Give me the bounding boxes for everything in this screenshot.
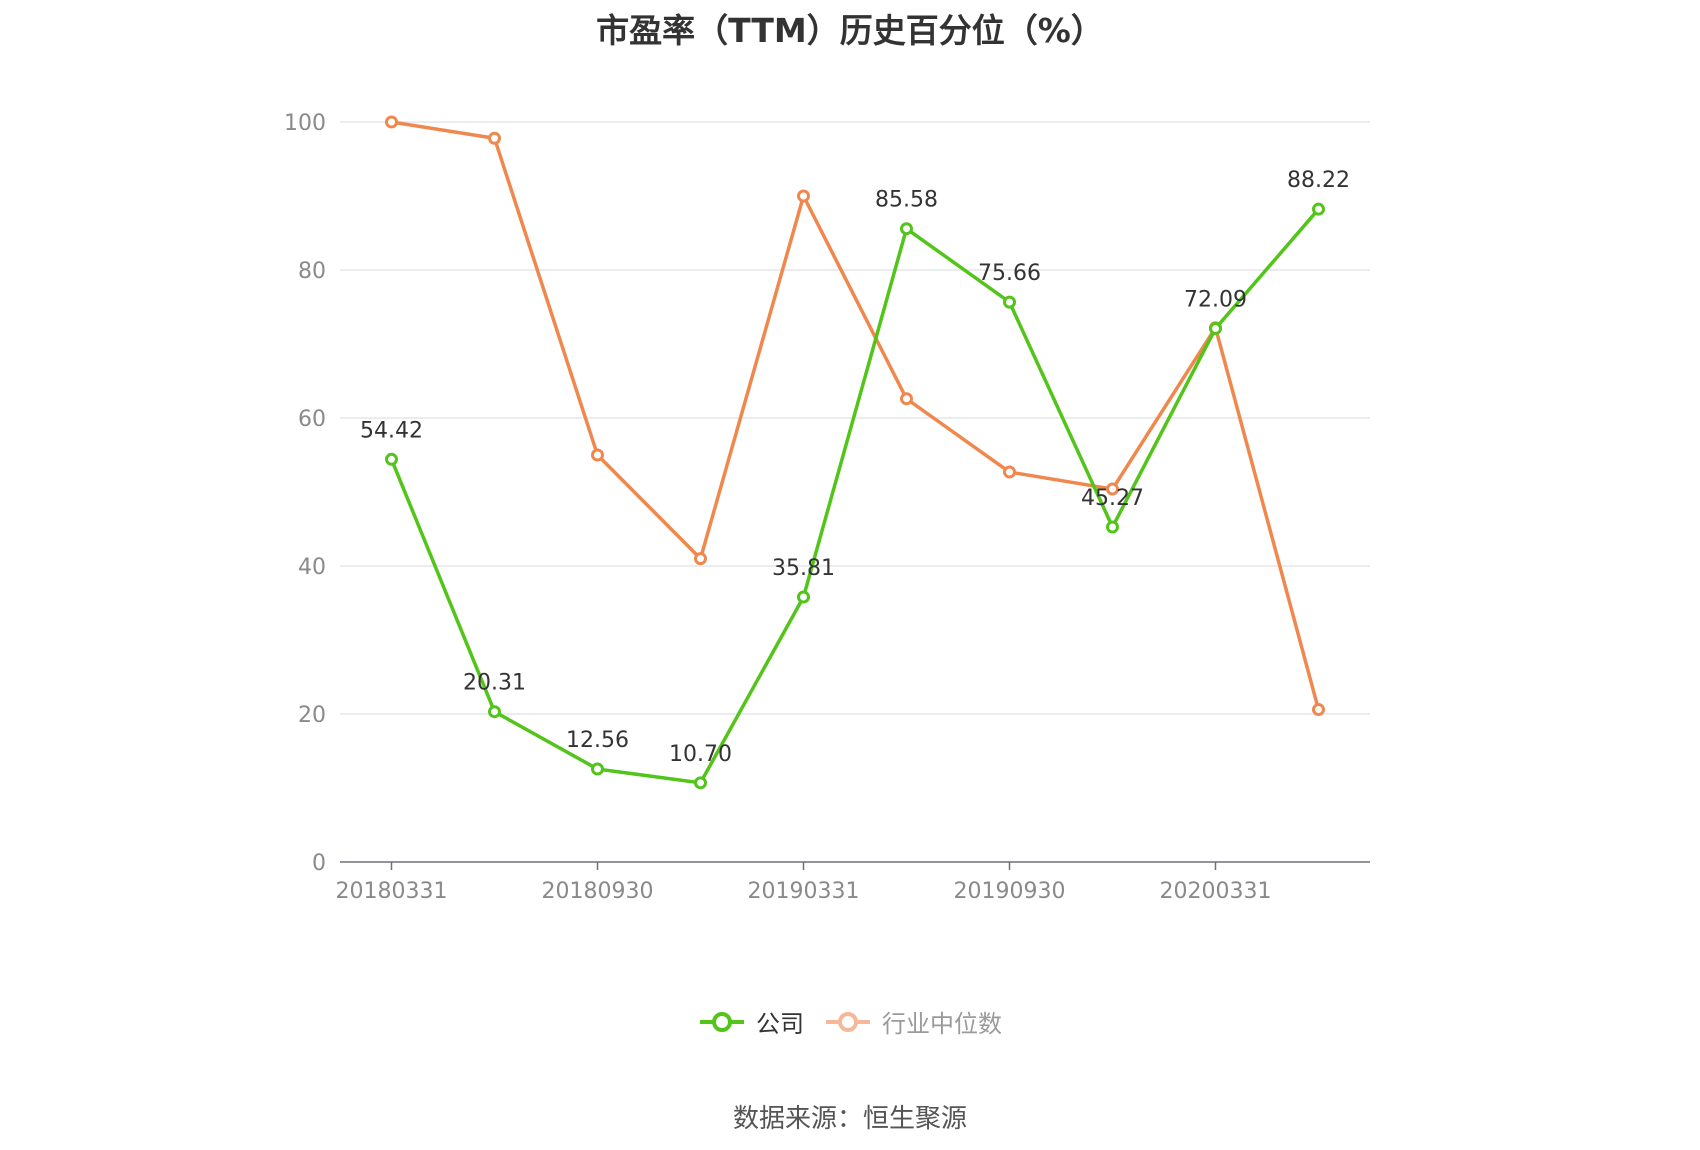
data-point-industry [591, 448, 604, 462]
x-tick-label: 20180331 [336, 879, 448, 904]
y-tick-label: 60 [298, 407, 326, 432]
data-label-company: 10.70 [669, 742, 732, 767]
y-tick-label: 80 [298, 259, 326, 284]
data-point-company [488, 705, 501, 719]
legend-item-industry[interactable]: 行业中位数 [824, 1004, 1002, 1039]
data-point-industry [1106, 482, 1119, 496]
x-tick-label: 20200331 [1160, 879, 1272, 904]
data-point-industry [900, 392, 913, 406]
legend: 公司 行业中位数 [0, 1004, 1700, 1039]
legend-label-company: 公司 [756, 1010, 804, 1038]
y-tick-label: 20 [298, 703, 326, 728]
data-label-company: 85.58 [875, 188, 938, 213]
data-point-industry [385, 115, 398, 129]
data-point-company [900, 222, 913, 236]
data-point-company [694, 776, 707, 790]
x-tick-label: 20190930 [954, 879, 1066, 904]
data-point-company [1209, 322, 1222, 336]
series-line-industry [391, 120, 1321, 711]
series-line-company [389, 208, 1320, 785]
legend-company-marker-icon [700, 1011, 744, 1032]
legend-label-industry: 行业中位数 [882, 1010, 1002, 1038]
axes: 0 20 40 60 80 100 20180331 20180930 20190331 2019… [284, 111, 1370, 904]
data-point-industry [797, 189, 810, 203]
legend-item-company[interactable]: 公司 [698, 1004, 804, 1039]
data-point-company [1106, 520, 1119, 534]
data-label-company: 12.56 [566, 728, 629, 753]
data-point-industry [1312, 703, 1325, 717]
y-tick-label: 40 [298, 555, 326, 580]
data-labels: 54.42 20.31 12.56 10.70 35.81 85.58 75.66 45.27… [360, 168, 1350, 767]
data-point-company [591, 762, 604, 776]
data-point-company [385, 452, 398, 466]
data-label-company: 88.22 [1287, 168, 1350, 193]
data-point-industry [694, 552, 707, 566]
data-label-company: 75.66 [978, 261, 1041, 286]
data-point-industry [1003, 465, 1016, 479]
data-label-company: 20.31 [463, 671, 526, 696]
data-point-company [1312, 202, 1325, 216]
x-tick-label: 20180930 [542, 879, 654, 904]
data-point-industry [488, 131, 501, 145]
series [385, 115, 1325, 790]
data-label-company: 35.81 [772, 556, 835, 581]
legend-industry-marker-icon [826, 1011, 870, 1032]
data-point-company [1003, 295, 1016, 309]
source-note: 数据来源：恒生聚源 [732, 1104, 967, 1134]
data-label-company: 54.42 [360, 418, 423, 443]
y-tick-label: 100 [284, 111, 326, 136]
x-tick-label: 20190331 [748, 879, 860, 904]
chart-title: 市盈率（TTM）历史百分位（%） [596, 11, 1104, 50]
data-label-company: 72.09 [1184, 288, 1247, 313]
y-tick-label: 0 [312, 851, 326, 876]
data-label-company: 45.27 [1081, 486, 1144, 511]
data-point-company [797, 590, 810, 604]
